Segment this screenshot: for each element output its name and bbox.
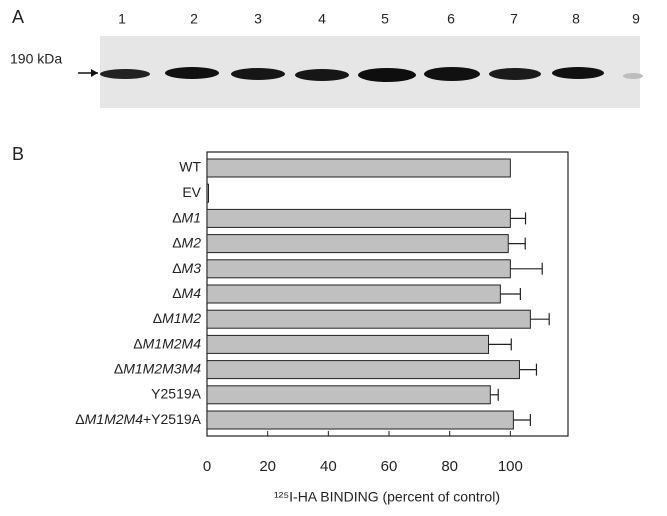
arrow-head	[91, 69, 98, 77]
y-tick-label: ΔM1M2	[153, 310, 201, 326]
lane-label: 6	[447, 11, 455, 27]
y-tick-label: EV	[182, 184, 201, 200]
bar	[206, 158, 511, 178]
panel-label: A	[12, 7, 24, 27]
y-tick-label: ΔM1	[172, 209, 201, 225]
x-axis-title: ¹²⁵I-HA BINDING (percent of control)	[274, 489, 500, 505]
y-tick-label: WT	[179, 159, 201, 175]
x-tick-label: 40	[320, 458, 337, 475]
y-tick-label: ΔM3	[172, 260, 201, 276]
lane-label: 8	[572, 11, 580, 27]
x-tick-label: 20	[259, 458, 276, 475]
panel-label: B	[12, 144, 24, 164]
bar	[206, 183, 210, 203]
x-tick-label: 0	[203, 458, 211, 475]
lane-label: 7	[510, 11, 518, 27]
y-tick-label: ΔM1M2M4	[133, 335, 201, 351]
lane-label: 9	[632, 11, 640, 27]
bar	[206, 360, 520, 380]
x-tick-label: 100	[498, 458, 523, 475]
bar	[206, 284, 501, 304]
y-tick-label: ΔM1M2M4+Y2519A	[75, 411, 201, 427]
bar	[206, 259, 511, 279]
bar	[206, 410, 514, 430]
y-tick-label: ΔM1M2M3M4	[114, 360, 201, 376]
lane-label: 3	[254, 11, 262, 27]
blot	[100, 36, 643, 108]
y-tick-label: ΔM2	[172, 234, 201, 250]
x-tick-label: 60	[381, 458, 398, 475]
marker-label: 190 kDa	[10, 51, 62, 67]
bar	[206, 385, 491, 405]
bar	[206, 334, 490, 354]
band	[552, 67, 604, 79]
lane-label: 5	[381, 11, 389, 27]
band	[295, 69, 349, 81]
lane-label: 1	[118, 11, 126, 27]
band	[358, 68, 416, 82]
band	[100, 69, 150, 79]
lane-label: 4	[318, 11, 326, 27]
band	[424, 67, 480, 81]
bar	[206, 309, 531, 329]
band	[623, 73, 643, 79]
y-tick-label: ΔM4	[172, 285, 201, 301]
bar	[206, 208, 511, 228]
bar	[206, 234, 509, 254]
x-tick-label: 80	[441, 458, 458, 475]
band	[489, 68, 541, 80]
band	[165, 67, 219, 79]
y-tick-label: Y2519A	[151, 386, 201, 402]
band	[231, 68, 285, 80]
lane-label: 2	[190, 11, 198, 27]
lane-labels: 1 2 3 4 5 6 7 8 9	[118, 11, 640, 27]
